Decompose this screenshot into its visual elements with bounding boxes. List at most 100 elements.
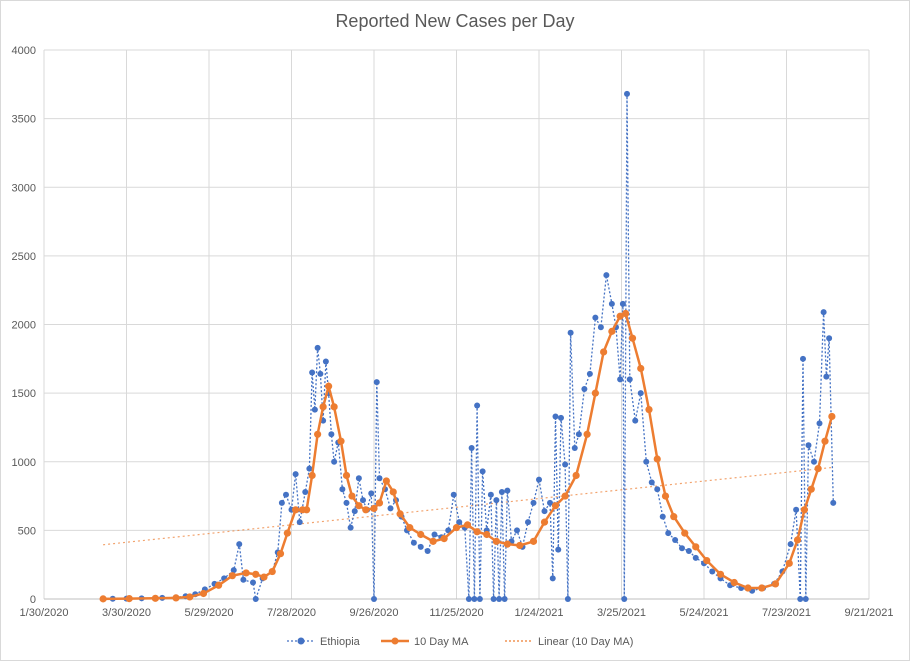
data-point	[474, 402, 481, 409]
data-point	[362, 506, 370, 514]
legend: Ethiopia 10 Day MA Linear (10 Day MA)	[287, 636, 633, 648]
data-point	[823, 373, 830, 380]
data-point	[616, 312, 624, 320]
data-point	[471, 596, 478, 602]
data-point	[551, 502, 560, 510]
data-point	[417, 530, 425, 539]
data-point	[376, 475, 383, 482]
data-point	[368, 490, 375, 497]
data-point	[703, 556, 711, 565]
data-point	[716, 570, 725, 578]
data-point	[571, 445, 578, 452]
data-point	[276, 550, 285, 558]
data-point	[240, 576, 247, 583]
data-point	[814, 465, 822, 473]
data-point	[456, 519, 463, 526]
data-point	[230, 567, 237, 574]
x-tick-label: 9/26/2020	[350, 607, 399, 619]
data-point	[583, 430, 591, 438]
data-point	[681, 529, 689, 537]
x-tick-label: 5/24/2021	[680, 607, 729, 619]
data-point	[125, 594, 133, 603]
data-point	[826, 335, 833, 342]
data-point	[490, 596, 497, 602]
data-point	[785, 559, 793, 567]
data-point	[648, 479, 655, 486]
legend-marker	[297, 637, 305, 645]
x-tick-label: 3/25/2021	[597, 607, 646, 619]
y-tick-label: 2500	[12, 251, 36, 263]
data-point	[771, 580, 780, 588]
data-point	[567, 329, 574, 336]
data-point	[347, 524, 354, 531]
data-point	[501, 596, 508, 602]
data-point	[637, 364, 645, 373]
data-point	[558, 414, 564, 421]
data-point	[637, 390, 644, 397]
data-point	[608, 300, 615, 307]
data-point	[260, 573, 268, 581]
data-point	[493, 497, 500, 504]
data-point	[337, 437, 345, 445]
y-tick-label: 0	[30, 594, 36, 606]
data-point	[547, 499, 553, 506]
data-point	[628, 334, 637, 342]
data-point	[487, 491, 494, 498]
series-line	[103, 311, 834, 601]
x-tick-label: 5/29/2020	[185, 607, 234, 619]
data-point	[685, 547, 692, 554]
data-point	[302, 488, 309, 495]
y-tick-label: 1000	[12, 457, 36, 469]
data-point	[591, 389, 599, 397]
data-point	[348, 492, 356, 500]
legend-item: Linear (10 Day MA)	[505, 636, 633, 648]
data-point	[600, 348, 608, 356]
data-point	[800, 355, 806, 362]
data-point	[730, 578, 738, 587]
data-point	[370, 504, 378, 513]
data-point	[529, 537, 538, 545]
data-point	[440, 535, 448, 543]
data-point	[536, 476, 542, 483]
data-point	[555, 546, 562, 553]
data-point	[252, 596, 259, 602]
data-point	[830, 499, 837, 506]
data-point	[504, 487, 511, 494]
data-point	[514, 527, 520, 534]
data-point	[672, 536, 679, 543]
data-point	[758, 584, 766, 592]
data-point	[820, 309, 827, 316]
data-point	[228, 572, 236, 580]
chart-title: Reported New Cases per Day	[335, 11, 575, 31]
x-tick-label: 3/30/2020	[102, 607, 151, 619]
gridlines	[43, 49, 870, 600]
data-point	[632, 417, 639, 424]
data-point	[292, 506, 300, 514]
data-point	[351, 508, 358, 515]
legend-item: Ethiopia	[287, 636, 361, 648]
data-point	[597, 324, 604, 331]
data-point	[250, 579, 256, 586]
data-point	[429, 537, 437, 545]
data-point	[802, 596, 809, 602]
data-point	[317, 370, 324, 377]
data-point	[242, 569, 250, 577]
data-point	[330, 403, 338, 411]
data-point	[473, 528, 481, 536]
data-point	[498, 488, 505, 495]
data-point	[292, 471, 299, 478]
data-point	[283, 491, 289, 498]
legend-label: 10 Day MA	[414, 636, 469, 648]
data-point	[417, 543, 424, 550]
data-point	[805, 442, 812, 449]
x-tick-label: 1/24/2021	[515, 607, 564, 619]
data-point	[619, 300, 626, 307]
data-point	[355, 475, 362, 482]
data-point	[463, 521, 472, 529]
data-point	[828, 412, 836, 421]
data-point	[530, 499, 537, 506]
legend-label: Ethiopia	[320, 636, 361, 648]
data-point	[821, 437, 829, 445]
data-point	[709, 568, 716, 575]
data-point	[311, 406, 318, 413]
